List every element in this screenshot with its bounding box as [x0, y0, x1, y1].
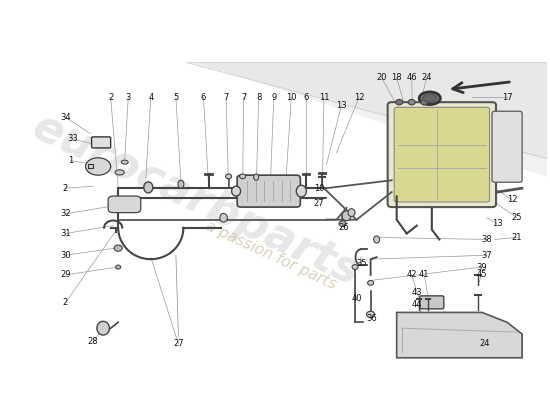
Text: 33: 33	[68, 134, 79, 143]
Text: 10: 10	[314, 184, 324, 193]
Text: 29: 29	[60, 270, 71, 280]
Circle shape	[116, 265, 120, 269]
Text: 43: 43	[411, 288, 422, 297]
Circle shape	[408, 100, 415, 105]
Text: 11: 11	[318, 93, 329, 102]
Circle shape	[339, 221, 346, 226]
Text: 34: 34	[60, 113, 71, 122]
Text: 18: 18	[392, 73, 402, 82]
Text: 25: 25	[512, 213, 522, 222]
Ellipse shape	[296, 185, 306, 197]
Text: 6: 6	[304, 93, 309, 102]
Ellipse shape	[373, 236, 380, 243]
Polygon shape	[186, 62, 550, 160]
Text: 10: 10	[286, 93, 296, 102]
Text: 35: 35	[356, 259, 367, 268]
FancyBboxPatch shape	[420, 296, 444, 309]
Text: 17: 17	[502, 93, 513, 102]
Circle shape	[421, 100, 428, 105]
FancyBboxPatch shape	[92, 137, 111, 148]
Text: 26: 26	[339, 223, 349, 232]
Text: 46: 46	[406, 73, 417, 82]
Polygon shape	[86, 158, 111, 175]
Text: 40: 40	[351, 294, 362, 303]
Text: 12: 12	[507, 196, 518, 204]
Text: 39: 39	[477, 262, 487, 272]
Text: 20: 20	[376, 73, 387, 82]
Circle shape	[240, 174, 246, 179]
Text: 37: 37	[482, 251, 492, 260]
Text: 5: 5	[173, 93, 179, 102]
Text: 24: 24	[479, 340, 490, 348]
Polygon shape	[196, 62, 550, 180]
FancyBboxPatch shape	[108, 196, 141, 213]
Text: 7: 7	[223, 93, 229, 102]
Ellipse shape	[268, 184, 273, 190]
Text: 45: 45	[477, 270, 487, 280]
Ellipse shape	[115, 170, 124, 175]
Text: 2: 2	[63, 298, 68, 307]
Text: 9: 9	[271, 93, 276, 102]
Ellipse shape	[254, 174, 258, 180]
Text: eurocarbparts: eurocarbparts	[25, 105, 366, 295]
Text: 13: 13	[492, 219, 502, 228]
Text: 4: 4	[148, 93, 153, 102]
Circle shape	[114, 245, 122, 251]
Ellipse shape	[121, 160, 128, 164]
Text: 8: 8	[256, 93, 261, 102]
Text: 44: 44	[411, 300, 422, 309]
Text: 2: 2	[108, 93, 113, 102]
FancyBboxPatch shape	[237, 175, 300, 207]
Text: 28: 28	[88, 338, 98, 346]
Text: 2: 2	[63, 184, 68, 193]
Text: a passion for parts: a passion for parts	[204, 218, 339, 292]
Text: 38: 38	[482, 235, 492, 244]
Text: 12: 12	[354, 93, 364, 102]
Ellipse shape	[232, 186, 240, 196]
Ellipse shape	[423, 94, 437, 102]
Ellipse shape	[419, 92, 441, 104]
Text: 32: 32	[60, 209, 71, 218]
FancyBboxPatch shape	[492, 111, 522, 182]
Ellipse shape	[97, 321, 109, 335]
Text: 31: 31	[60, 229, 71, 238]
Text: 42: 42	[406, 270, 417, 280]
Ellipse shape	[348, 209, 355, 216]
Ellipse shape	[220, 214, 227, 222]
Ellipse shape	[144, 182, 153, 193]
Ellipse shape	[178, 180, 184, 188]
Text: 7: 7	[241, 93, 246, 102]
Text: 36: 36	[366, 314, 377, 323]
Text: 27: 27	[314, 200, 324, 208]
Text: 30: 30	[60, 251, 71, 260]
Text: 13: 13	[336, 101, 347, 110]
Text: 27: 27	[173, 340, 184, 348]
Ellipse shape	[342, 211, 351, 221]
Circle shape	[226, 174, 232, 179]
Text: 3: 3	[125, 93, 131, 102]
Circle shape	[395, 100, 403, 105]
FancyBboxPatch shape	[388, 102, 496, 207]
Circle shape	[352, 265, 358, 270]
Text: 21: 21	[512, 233, 522, 242]
Polygon shape	[88, 164, 93, 168]
Text: 1: 1	[68, 156, 73, 165]
Circle shape	[367, 280, 373, 285]
Polygon shape	[397, 312, 522, 358]
Text: 24: 24	[421, 73, 432, 82]
Ellipse shape	[282, 186, 289, 194]
Text: 6: 6	[201, 93, 206, 102]
Text: 41: 41	[419, 270, 430, 280]
FancyBboxPatch shape	[394, 107, 490, 202]
Circle shape	[367, 311, 375, 318]
